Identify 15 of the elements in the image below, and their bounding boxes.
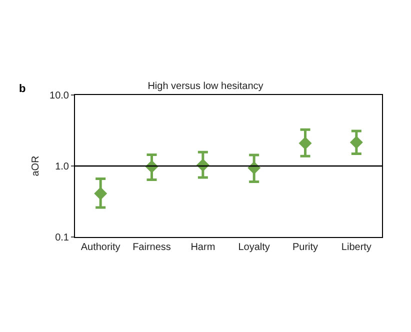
x-tick-label: Loyalty — [238, 242, 270, 253]
x-tick-label: Purity — [292, 242, 318, 253]
x-tick-label: Harm — [190, 242, 216, 253]
x-tick-label: Authority — [80, 242, 120, 253]
y-tick-label: 0.1 — [55, 232, 70, 244]
point — [350, 136, 363, 149]
x-tick-label: Fairness — [132, 242, 171, 253]
point — [298, 136, 312, 150]
chart-title: High versus low hesitancy — [148, 81, 264, 92]
x-tick-label: Liberty — [341, 242, 372, 253]
y-tick-label: 1.0 — [55, 162, 70, 172]
point — [94, 186, 108, 200]
y-tick-label: 10.0 — [50, 90, 70, 102]
y-axis-title: aOR — [30, 156, 42, 176]
text: b — [19, 83, 26, 95]
